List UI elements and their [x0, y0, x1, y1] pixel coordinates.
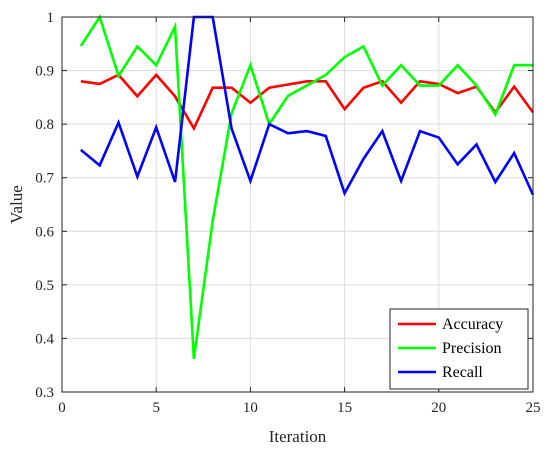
plot-frame — [61, 16, 534, 393]
y-tick-label: 0.5 — [35, 278, 54, 294]
legend-label-precision: Precision — [442, 340, 502, 357]
x-tick-label: 5 — [152, 400, 160, 416]
series-line-precision — [79, 13, 533, 359]
y-tick-label: 0.6 — [35, 224, 54, 240]
y-tick-label: 1 — [47, 10, 55, 26]
y-tick-label: 0.7 — [35, 171, 54, 187]
x-tick-label: 10 — [243, 400, 258, 416]
legend-label-recall: Recall — [442, 364, 483, 381]
y-tick-label: 0.4 — [35, 331, 54, 347]
x-tick-label: 15 — [337, 400, 352, 416]
y-tick-label: 0.9 — [35, 64, 54, 80]
y-axis-label: Value — [7, 185, 26, 224]
y-tick-label: 0.3 — [35, 385, 54, 401]
y-tick-label: 0.8 — [35, 117, 54, 133]
x-tick-label: 25 — [526, 400, 541, 416]
legend: Accuracy Precision Recall — [389, 308, 529, 390]
legend-label-accuracy: Accuracy — [442, 316, 503, 333]
series-line-recall — [80, 15, 535, 197]
x-tick-label: 0 — [58, 400, 66, 416]
x-axis-label: Iteration — [269, 427, 327, 446]
series-line-accuracy — [80, 72, 535, 132]
axis-ticks: 0 5 10 15 20 25 0.3 0.4 0.5 0.6 0.7 0.8 0.9 1 — [35, 10, 540, 416]
series-lines — [79, 13, 535, 359]
x-tick-label: 20 — [431, 400, 446, 416]
